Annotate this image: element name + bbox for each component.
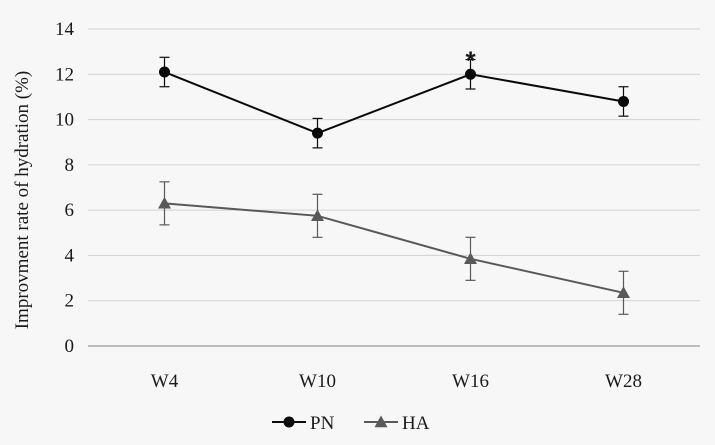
x-tick-label: W16: [452, 371, 489, 392]
data-point: [159, 66, 170, 78]
y-axis-ticks: 0 2 4 6 8 10 12 14: [55, 19, 75, 357]
y-tick-label: 8: [65, 155, 75, 176]
x-axis-ticks: W4 W10 W16 W28: [151, 371, 642, 392]
x-tick-label: W10: [299, 371, 336, 392]
data-point: [464, 252, 477, 265]
legend-label: PN: [310, 413, 335, 434]
series-layer: [158, 56, 630, 315]
legend-label: HA: [402, 413, 430, 434]
data-point: [618, 95, 629, 107]
x-tick-label: W28: [605, 371, 642, 392]
legend: PN HA: [272, 413, 430, 434]
y-tick-label: 6: [65, 200, 75, 221]
y-tick-label: 12: [55, 64, 74, 85]
x-tick-label: W4: [151, 371, 179, 392]
y-tick-label: 4: [65, 245, 75, 266]
data-point: [465, 68, 476, 80]
data-point: [311, 209, 324, 222]
y-tick-label: 0: [65, 336, 75, 357]
y-axis-title: Improvment rate of hydration (%): [12, 71, 33, 330]
series-pn: [159, 56, 629, 149]
series-line: [164, 202, 624, 294]
gridlines: [88, 28, 700, 347]
data-point: [312, 127, 323, 139]
legend-marker: [283, 416, 295, 428]
y-tick-label: 10: [55, 110, 74, 131]
data-point: [158, 196, 171, 209]
series-ha: [158, 181, 630, 315]
significance-marker: *: [465, 46, 476, 76]
annotations: *: [465, 46, 476, 76]
series-line: [164, 71, 624, 135]
legend-marker: [374, 415, 388, 428]
y-tick-label: 14: [55, 19, 75, 40]
data-point: [617, 286, 630, 298]
y-tick-label: 2: [65, 291, 75, 312]
